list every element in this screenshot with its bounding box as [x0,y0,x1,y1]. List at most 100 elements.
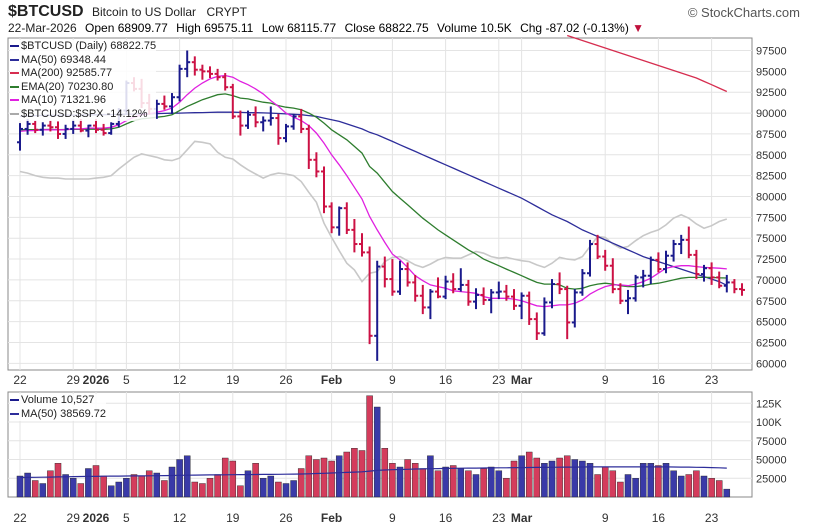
x-tick-label: 9 [602,511,609,525]
volume-bar [24,472,31,498]
volume-bar [442,466,449,498]
ohlc-bar [70,119,77,134]
volume-tick-label: 100K [756,417,782,429]
ohlc-bar [419,284,426,315]
x-tick-label: 16 [439,373,453,387]
price-tick-label: 70000 [756,275,787,287]
volume-bar [115,481,123,498]
volume-bar [176,459,183,498]
legend-swatch [10,112,19,115]
volume-bar [639,463,647,498]
volume-bar [662,463,670,498]
volume-bar [594,474,601,498]
volume-bar [214,474,221,498]
legend-label: MA(50) 69348.44 [21,53,106,66]
volume-bar [404,459,411,498]
ohlc-bar [62,124,69,139]
volume-bar [77,483,85,498]
volume-bar [624,474,632,498]
ohlc-bar [245,110,251,129]
x-tick-label: 23 [492,511,506,525]
legend-swatch [10,85,19,88]
volume-ma50-line [19,466,727,479]
volume-bar [655,465,662,498]
ohlc-bar [739,283,745,296]
ohlc-bar [533,312,540,340]
ohlc-bar [184,50,191,78]
volume-bar [62,474,69,498]
legend-swatch [10,99,19,102]
ohlc-bar [366,246,373,345]
legend-swatch [10,399,19,402]
price-tick-label: 80000 [756,191,787,203]
down-arrow-icon: ▼ [632,21,645,35]
volume-bar [617,481,624,498]
x-tick-label: 5 [123,373,130,387]
stockcharts-copyright[interactable]: © StockCharts.com [687,5,800,20]
ohlc-bar [518,292,525,320]
ohlc-bar [290,113,297,130]
volume-bar [16,475,24,498]
volume-bar [632,478,639,498]
volume-bar [487,466,495,498]
x-tick-label: 23 [492,373,506,387]
price-legend-item: EMA(20) 70230.80 [10,81,156,95]
volume-bar [518,455,525,498]
ohlc-bar [85,124,92,138]
price-legend-item: MA(50) 69348.44 [10,54,156,68]
price-legend: $BTCUSD (Daily) 68822.75 MA(50) 69348.44 M… [10,40,157,121]
volume-bar [472,474,480,498]
low-value: 68115.77 [287,21,337,35]
volume-bar [153,472,161,498]
x-tick-label: 16 [439,511,453,525]
x-tick-label: 22 [13,373,27,387]
x-tick-label: Mar [511,511,533,525]
ohlc-bar [374,260,381,361]
volume-bar [601,466,609,498]
price-tick-label: 87500 [756,129,787,141]
ohlc-bar [435,277,441,299]
ohlc-bar [480,287,487,305]
volume-bar [647,463,655,498]
ohlc-bar [442,275,449,300]
ohlc-bar [670,239,677,262]
volume-bar [465,470,472,498]
volume-bar [495,470,503,498]
ohlc-bar [275,113,282,145]
volume-bar [313,459,320,498]
price-tick-label: 77500 [756,212,787,224]
volume-bar [252,463,259,498]
exchange: CRYPT [206,5,247,19]
volume-tick-label: 75000 [756,436,787,448]
volume-bar [708,478,715,498]
ohlc-bar [404,262,411,287]
volume-bar [510,460,518,498]
ohlc-bar [199,64,206,80]
chart-title-bar: $BTCUSD Bitcoin to US Dollar CRYPT © Sto… [8,3,808,20]
ohlc-bar [321,166,327,214]
ohlc-bar [283,123,289,143]
legend-swatch [10,412,19,415]
volume-bar [54,463,62,498]
x-tick-label: 29 [67,511,81,525]
ohlc-bar [55,121,61,139]
open-value: 68909.77 [117,21,168,35]
ratio-spx-line [19,140,728,283]
volume-bar [199,483,206,498]
open-label: Open [85,21,115,35]
volume-bar [693,470,700,498]
volume-bar [107,485,115,498]
x-tick-label: 26 [279,373,293,387]
x-tick-label: Feb [321,511,342,525]
ohlc-bar [541,297,548,336]
ohlc-bar [267,106,274,126]
ohlc-bar [549,279,555,309]
ohlc-bar [343,202,350,235]
volume-tick-label: 50000 [756,455,787,467]
legend-label: $BTCUSD (Daily) 68822.75 [21,40,157,52]
volume-bar [358,450,366,498]
price-legend-item: $BTCUSD (Daily) 68822.75 [10,40,156,54]
chg-value: -87.02 (-0.13%) [545,21,629,35]
ohlc-bar [647,256,654,285]
